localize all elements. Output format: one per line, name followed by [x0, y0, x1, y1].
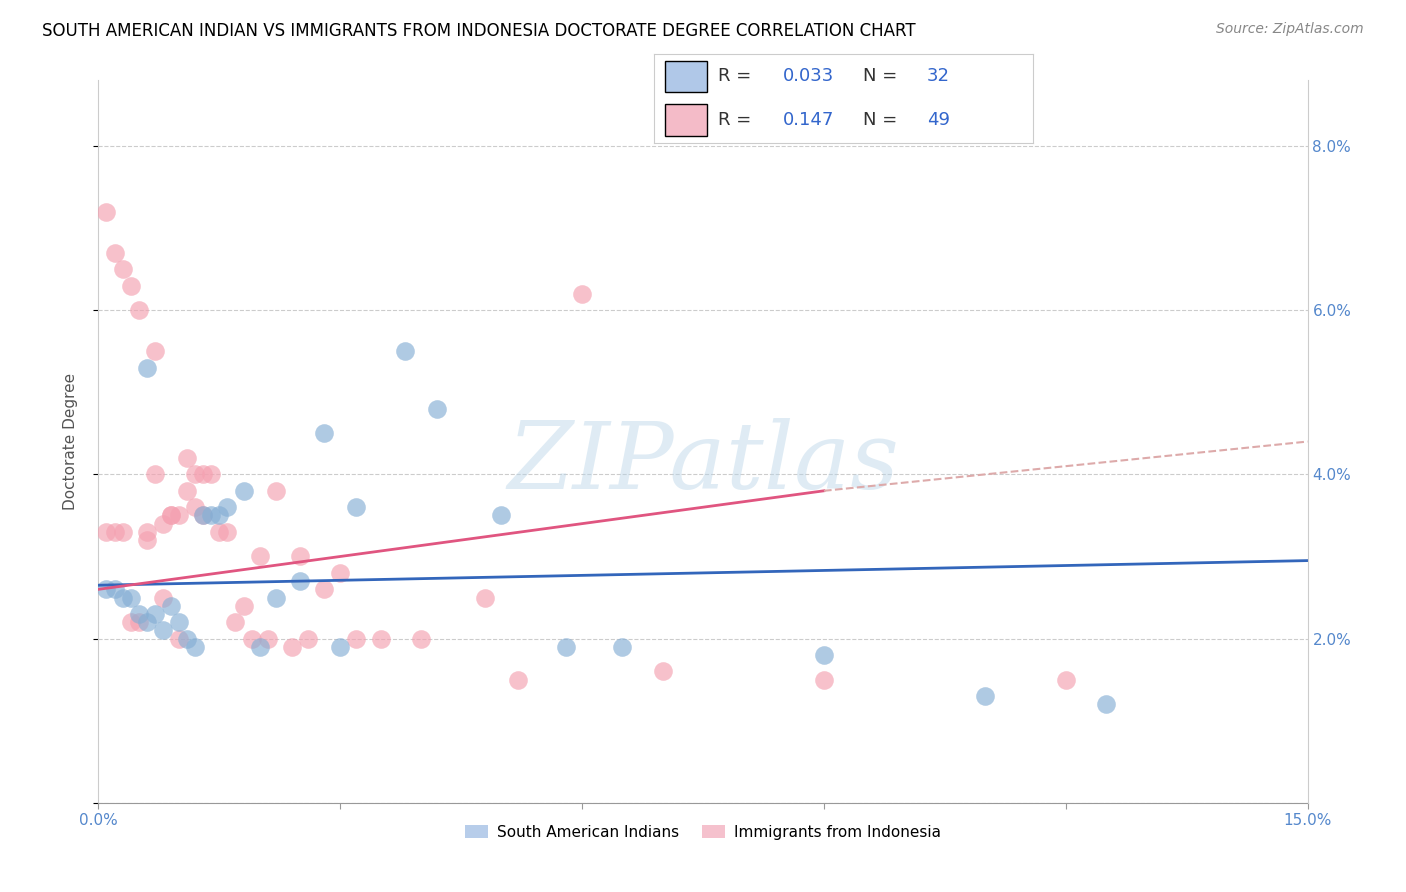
- Point: [314, 426, 336, 441]
- Point: [160, 508, 183, 523]
- Point: [370, 632, 392, 646]
- Point: [160, 508, 183, 523]
- Point: [143, 344, 166, 359]
- Text: R =: R =: [718, 111, 752, 129]
- Point: [193, 508, 215, 523]
- Text: ZIPatlas: ZIPatlas: [508, 418, 898, 508]
- Point: [152, 624, 174, 638]
- Point: [103, 582, 125, 597]
- Point: [249, 549, 271, 564]
- Point: [120, 591, 142, 605]
- Point: [96, 204, 118, 219]
- Point: [135, 533, 157, 547]
- Point: [152, 516, 174, 531]
- Point: [176, 632, 198, 646]
- Point: [96, 582, 118, 597]
- Point: [160, 599, 183, 613]
- Point: [281, 640, 304, 654]
- Text: 49: 49: [927, 111, 950, 129]
- Text: 0.147: 0.147: [783, 111, 834, 129]
- Point: [111, 591, 134, 605]
- Point: [193, 467, 215, 482]
- Point: [555, 640, 578, 654]
- Point: [184, 500, 207, 515]
- Text: N =: N =: [863, 111, 897, 129]
- Point: [314, 582, 336, 597]
- Point: [232, 483, 254, 498]
- Point: [813, 648, 835, 662]
- Point: [217, 524, 239, 539]
- Point: [240, 632, 263, 646]
- Point: [506, 673, 529, 687]
- Point: [103, 524, 125, 539]
- Point: [200, 508, 222, 523]
- Point: [217, 500, 239, 515]
- Point: [264, 591, 287, 605]
- Point: [394, 344, 416, 359]
- Point: [184, 640, 207, 654]
- Point: [96, 524, 118, 539]
- Point: [288, 574, 311, 588]
- Point: [143, 467, 166, 482]
- Legend: South American Indians, Immigrants from Indonesia: South American Indians, Immigrants from …: [458, 819, 948, 846]
- Point: [813, 673, 835, 687]
- Point: [329, 566, 352, 580]
- Point: [128, 615, 150, 630]
- Point: [135, 524, 157, 539]
- Point: [167, 632, 190, 646]
- Point: [103, 245, 125, 260]
- Point: [176, 450, 198, 465]
- Point: [167, 615, 190, 630]
- Point: [329, 640, 352, 654]
- Point: [974, 689, 997, 703]
- Text: R =: R =: [718, 67, 752, 86]
- Point: [143, 607, 166, 621]
- Point: [264, 483, 287, 498]
- Point: [288, 549, 311, 564]
- Point: [256, 632, 278, 646]
- Point: [128, 607, 150, 621]
- Point: [111, 524, 134, 539]
- Point: [344, 500, 367, 515]
- Point: [208, 508, 231, 523]
- Point: [1054, 673, 1077, 687]
- Text: 0.033: 0.033: [783, 67, 834, 86]
- Point: [135, 360, 157, 375]
- Text: SOUTH AMERICAN INDIAN VS IMMIGRANTS FROM INDONESIA DOCTORATE DEGREE CORRELATION : SOUTH AMERICAN INDIAN VS IMMIGRANTS FROM…: [42, 22, 915, 40]
- Text: N =: N =: [863, 67, 897, 86]
- FancyBboxPatch shape: [665, 61, 707, 92]
- Point: [176, 483, 198, 498]
- Point: [571, 286, 593, 301]
- Point: [128, 303, 150, 318]
- Point: [184, 467, 207, 482]
- Point: [491, 508, 513, 523]
- Point: [1095, 698, 1118, 712]
- Point: [474, 591, 496, 605]
- Point: [193, 508, 215, 523]
- Point: [120, 615, 142, 630]
- Point: [120, 278, 142, 293]
- Point: [426, 401, 449, 416]
- Point: [111, 262, 134, 277]
- Point: [297, 632, 319, 646]
- Point: [409, 632, 432, 646]
- Point: [651, 665, 673, 679]
- Point: [224, 615, 246, 630]
- Point: [167, 508, 190, 523]
- Point: [208, 524, 231, 539]
- FancyBboxPatch shape: [665, 104, 707, 136]
- Point: [200, 467, 222, 482]
- Point: [249, 640, 271, 654]
- Point: [152, 591, 174, 605]
- Y-axis label: Doctorate Degree: Doctorate Degree: [63, 373, 77, 510]
- Point: [135, 615, 157, 630]
- Text: 32: 32: [927, 67, 950, 86]
- Point: [612, 640, 634, 654]
- Point: [344, 632, 367, 646]
- Point: [232, 599, 254, 613]
- Text: Source: ZipAtlas.com: Source: ZipAtlas.com: [1216, 22, 1364, 37]
